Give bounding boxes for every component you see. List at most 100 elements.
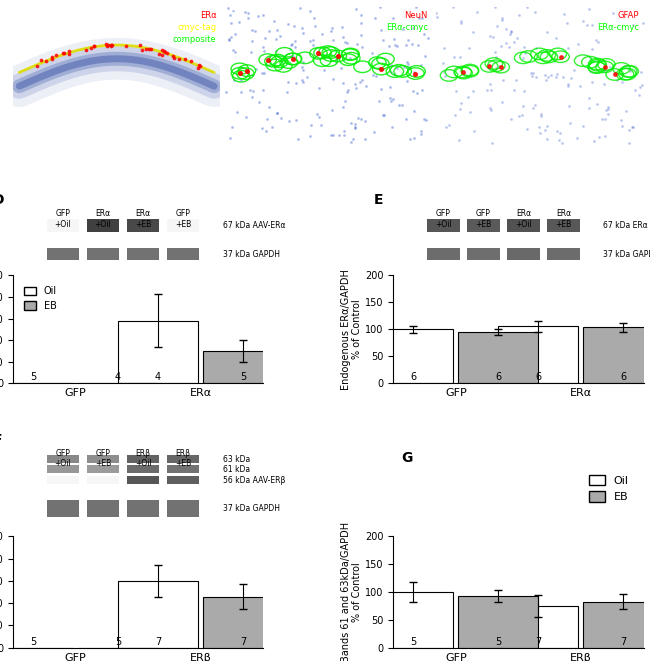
Point <box>248 85 258 96</box>
Bar <box>167 455 200 463</box>
Point <box>391 63 402 73</box>
Point <box>297 62 307 73</box>
Point <box>541 26 552 37</box>
Point <box>408 85 419 96</box>
Point <box>236 87 246 97</box>
Point <box>225 133 235 143</box>
Point <box>36 55 46 65</box>
Point <box>339 126 349 137</box>
Point <box>387 93 398 104</box>
Point <box>236 62 246 73</box>
Text: 56 kDa AAV-ERβ: 56 kDa AAV-ERβ <box>223 476 285 485</box>
Text: 37 kDa GAPDH: 37 kDa GAPDH <box>223 250 280 258</box>
Point <box>415 128 426 139</box>
Point <box>541 120 552 131</box>
Point <box>246 25 257 36</box>
Point <box>306 120 317 130</box>
Point <box>263 54 273 65</box>
Point <box>518 52 528 63</box>
Point <box>485 79 495 89</box>
Text: cmyc-tag: cmyc-tag <box>177 23 216 32</box>
Legend: Oil, EB: Oil, EB <box>20 282 60 315</box>
Point <box>136 45 147 56</box>
Point <box>562 18 572 28</box>
Text: composite: composite <box>173 36 216 44</box>
Text: 67 kDa ERα: 67 kDa ERα <box>603 221 648 230</box>
Point <box>387 122 397 132</box>
Point <box>376 64 387 75</box>
Point <box>242 67 253 78</box>
Point <box>338 77 348 88</box>
Point <box>463 92 474 102</box>
Point <box>402 63 413 73</box>
Text: 40 μm: 40 μm <box>454 124 474 129</box>
Point <box>257 67 267 78</box>
Point <box>419 114 429 124</box>
Point <box>281 87 292 97</box>
Point <box>328 73 338 84</box>
Point <box>339 36 350 47</box>
Point <box>497 15 507 25</box>
Point <box>352 39 362 50</box>
Point <box>328 34 339 45</box>
Text: ERβ
+EB: ERβ +EB <box>175 449 191 469</box>
Point <box>327 104 337 115</box>
Point <box>497 97 507 107</box>
Point <box>630 85 640 96</box>
Text: 6: 6 <box>495 372 501 382</box>
Bar <box>547 219 580 232</box>
Point <box>495 62 506 73</box>
Point <box>385 59 396 70</box>
Point <box>411 2 421 13</box>
Text: GFP
+EB: GFP +EB <box>175 210 191 229</box>
Point <box>230 47 240 58</box>
Y-axis label: Endogenous ERα/GAPDH
% of Control: Endogenous ERα/GAPDH % of Control <box>341 269 362 390</box>
Point <box>86 43 97 54</box>
Point <box>101 41 112 52</box>
Point <box>531 43 541 54</box>
Point <box>552 69 562 79</box>
Point <box>47 54 57 65</box>
Point <box>350 83 361 93</box>
Point <box>270 46 281 56</box>
Point <box>463 43 474 54</box>
Point <box>509 37 519 48</box>
Point <box>247 36 257 46</box>
Point <box>305 5 315 16</box>
Point <box>584 3 594 14</box>
Point <box>623 137 634 148</box>
Point <box>408 22 418 33</box>
Point <box>439 67 449 77</box>
Text: 40 μm: 40 μm <box>242 124 263 129</box>
Point <box>419 28 429 39</box>
Text: GFP
+EB: GFP +EB <box>475 210 491 229</box>
Point <box>525 67 536 78</box>
Point <box>370 12 380 22</box>
Point <box>326 130 337 140</box>
Bar <box>427 219 460 232</box>
Point <box>627 20 638 30</box>
Point <box>610 69 620 80</box>
Point <box>603 108 613 119</box>
Point <box>512 33 523 44</box>
Point <box>305 131 315 141</box>
Point <box>32 60 42 71</box>
Point <box>587 20 597 30</box>
Point <box>450 86 461 97</box>
Text: E: E <box>373 194 383 208</box>
Text: ERα-cmyc: ERα-cmyc <box>597 23 640 32</box>
Point <box>624 124 634 135</box>
Point <box>536 108 547 119</box>
Point <box>378 64 389 75</box>
Point <box>520 48 530 58</box>
Point <box>271 34 281 45</box>
Point <box>194 60 205 71</box>
Point <box>285 50 296 61</box>
Point <box>385 81 395 92</box>
Point <box>180 54 190 64</box>
Point <box>455 104 465 114</box>
Point <box>57 48 68 59</box>
Bar <box>507 249 540 260</box>
Point <box>227 45 238 56</box>
Text: ERα
+Oil: ERα +Oil <box>515 210 532 229</box>
